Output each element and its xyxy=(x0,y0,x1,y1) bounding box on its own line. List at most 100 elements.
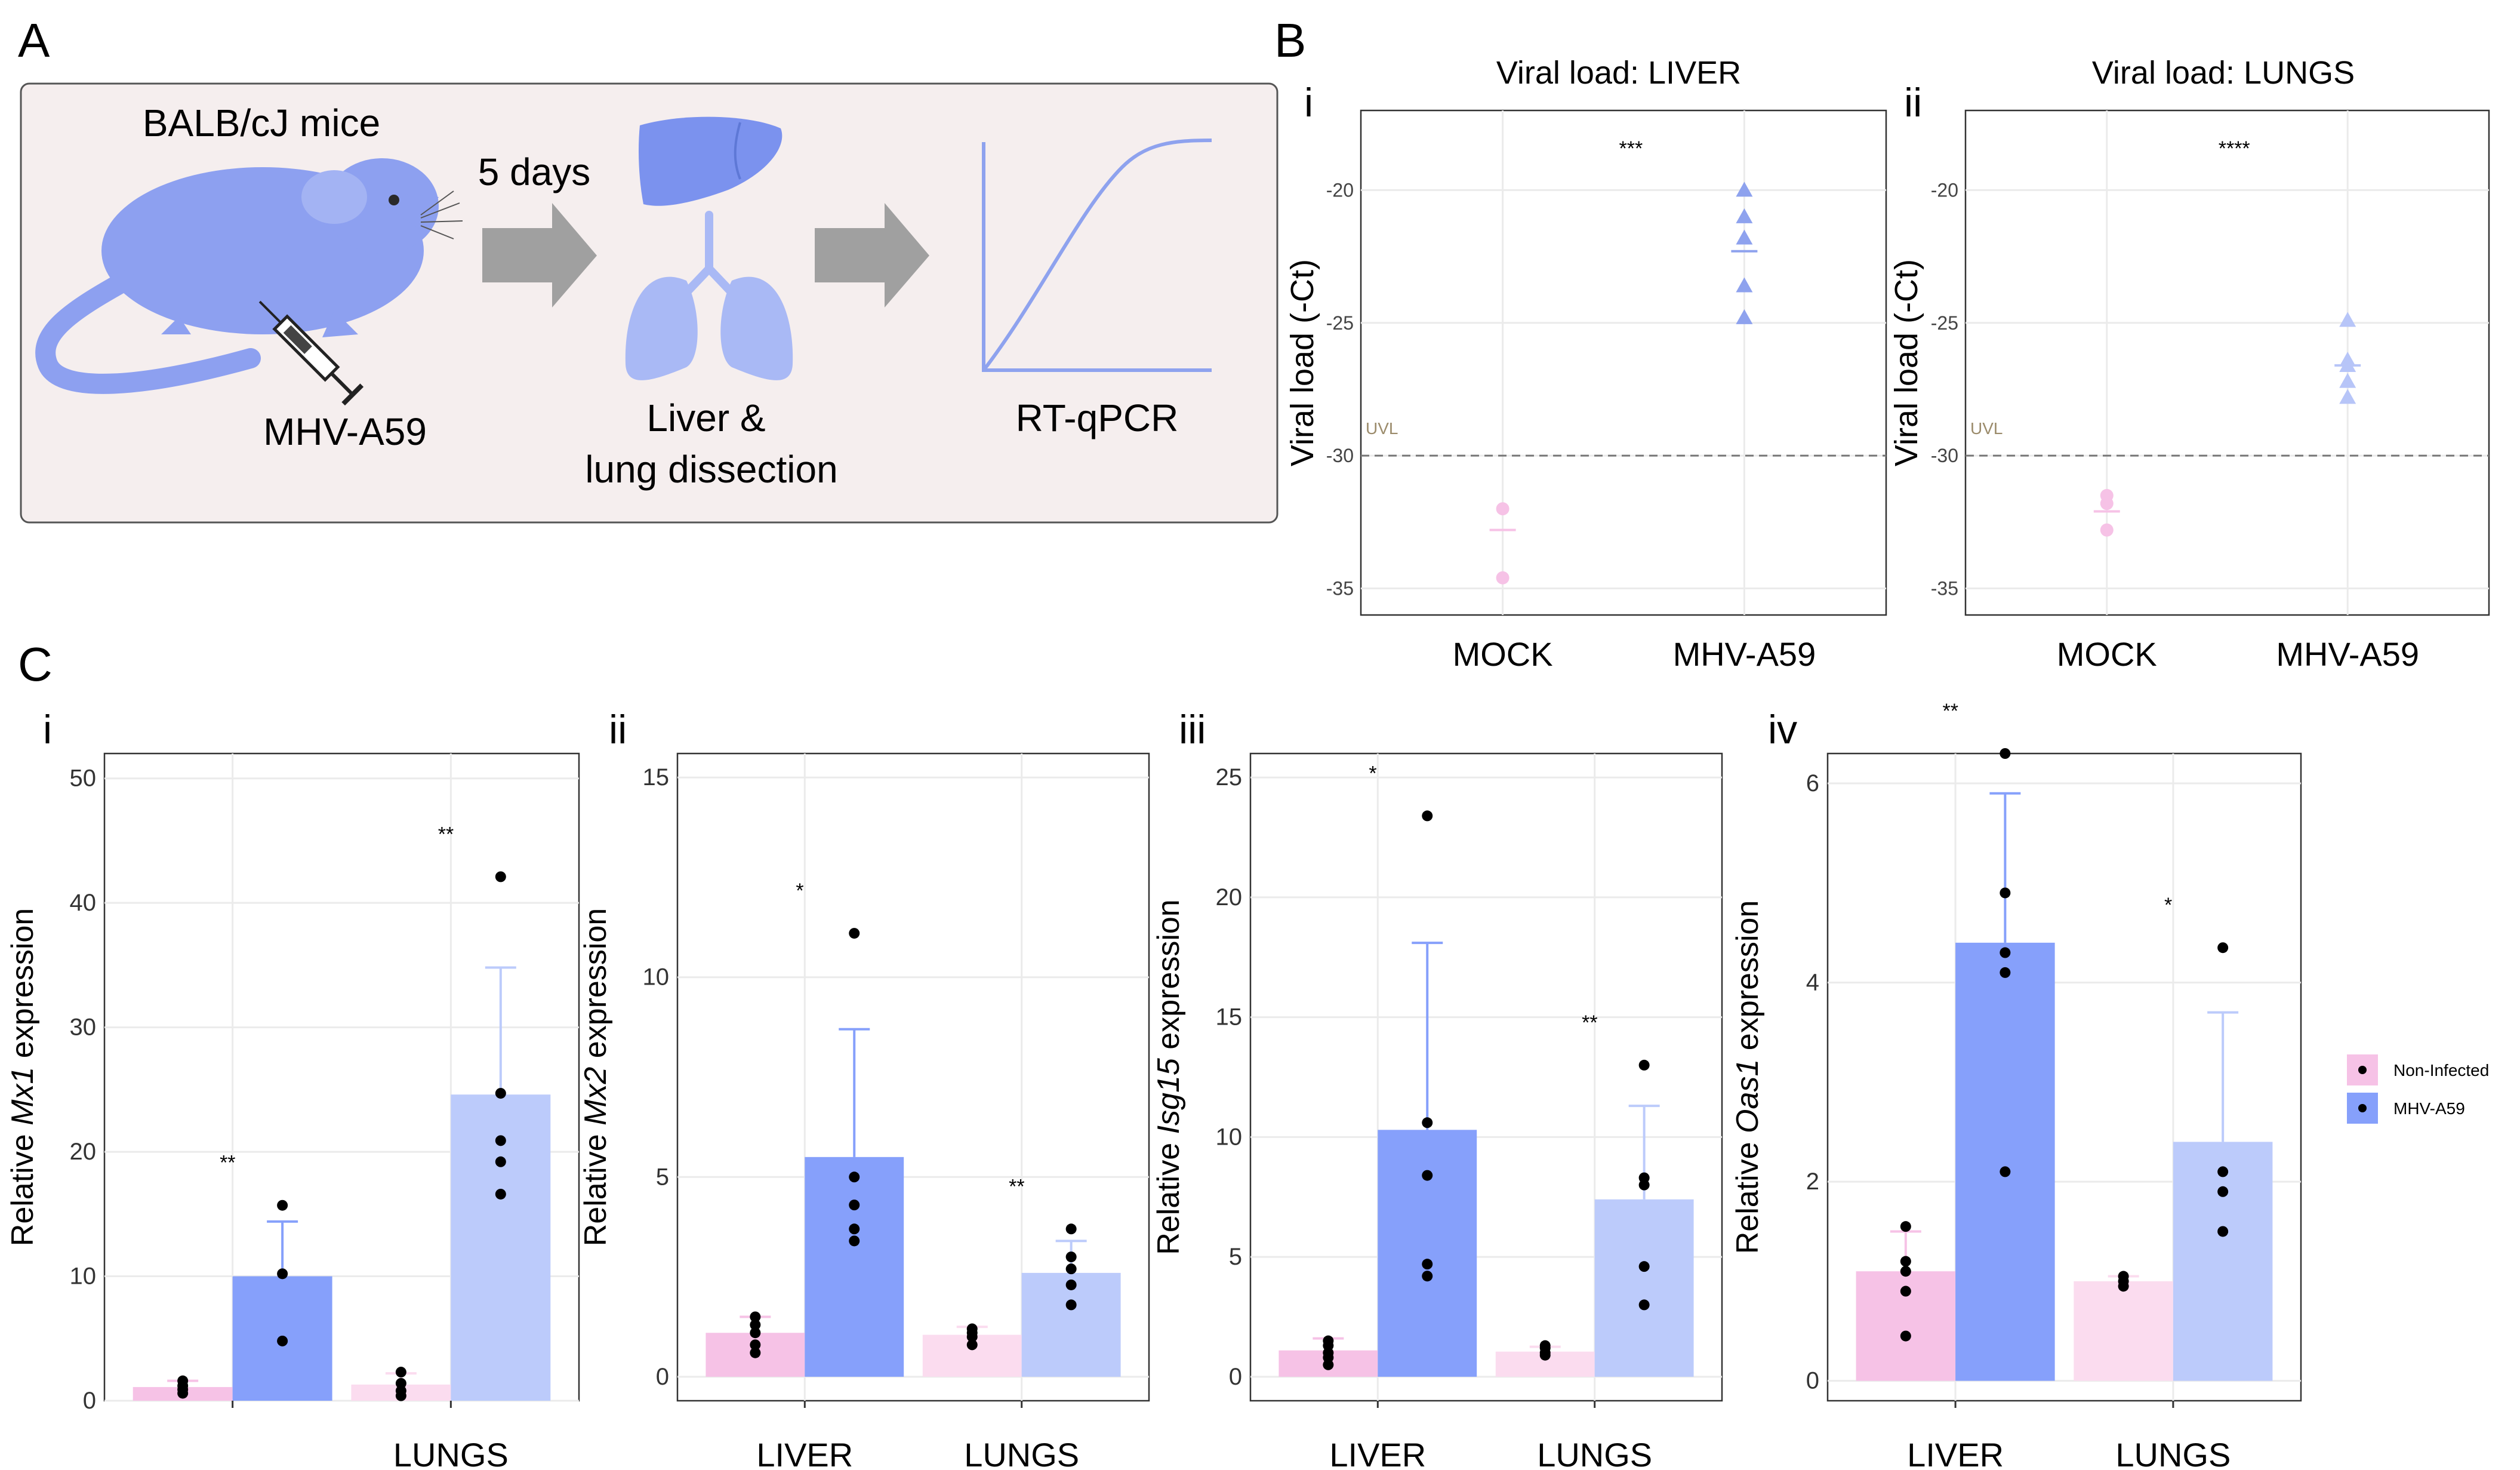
data-point xyxy=(1736,277,1753,293)
data-point xyxy=(2217,1166,2229,1177)
x-tick-label: MHV-A59 xyxy=(2276,635,2419,673)
data-point xyxy=(966,1339,978,1351)
mx2-expression-chart: 0 5 10 15 LIVER * LUNGS ** ii Relative Mx2 expres… xyxy=(578,707,1150,1470)
data-point xyxy=(849,1235,860,1247)
y-tick-label: 15 xyxy=(1216,1004,1243,1031)
viral-load-lungs-chart: -20 -25 -30 -35 MOCK MHV-A59 UVL **** Viral load… xyxy=(1889,55,2490,673)
y-tick-label: 6 xyxy=(1806,770,1819,796)
panel-roman-numeral: iv xyxy=(1768,707,1797,752)
significance-stars: * xyxy=(796,879,803,902)
data-point xyxy=(2217,942,2229,954)
significance-stars: ** xyxy=(1943,700,1958,722)
data-point xyxy=(1900,1330,1911,1342)
y-tick-label: -30 xyxy=(1326,445,1354,466)
y-axis-label-prefix: Relative xyxy=(1151,1134,1186,1254)
data-point xyxy=(177,1375,189,1386)
y-tick-label: -25 xyxy=(1931,312,1958,334)
y-axis-label-gene: Isg15 xyxy=(1151,1057,1186,1134)
panel-letter-b: B xyxy=(1274,14,1306,67)
y-tick-label: 10 xyxy=(643,964,670,991)
uvl-label: UVL xyxy=(1366,419,1398,438)
bar xyxy=(1594,1199,1694,1377)
isg15-expression-chart: 0 5 10 15 20 25 LIVER * LUNGS ** iii Relative Isg15… xyxy=(1151,707,1723,1470)
chart-title: Viral load: LUNGS xyxy=(2092,55,2355,91)
viral-load-liver-chart: -20 -25 -30 -35 MOCK MHV-A59 UVL *** Viral load:… xyxy=(1284,55,1887,673)
days-label: 5 days xyxy=(478,150,591,193)
data-point xyxy=(2339,312,2356,327)
data-point xyxy=(849,1200,860,1211)
data-point xyxy=(495,1156,506,1167)
significance-stars: * xyxy=(2164,894,2172,917)
y-tick-label: -25 xyxy=(1326,312,1354,334)
legend-label-mhv-a59: MHV-A59 xyxy=(2393,1099,2465,1118)
data-point xyxy=(1422,810,1433,822)
x-tick-label: LUNGS xyxy=(1537,1436,1652,1467)
y-tick-label: -35 xyxy=(1326,578,1354,599)
panel-roman-numeral: ii xyxy=(609,707,627,752)
data-point xyxy=(2000,748,2011,759)
y-tick-label: -20 xyxy=(1326,179,1354,201)
syringe-icon xyxy=(258,300,364,406)
arrow-icon xyxy=(482,203,597,307)
y-tick-label: 0 xyxy=(1806,1368,1819,1394)
uvl-label: UVL xyxy=(1970,419,2003,438)
y-tick-label: 2 xyxy=(1806,1168,1819,1195)
panel-a-workflow: BALB/cJ mice MHV-A59 5 days Liver & lung… xyxy=(20,82,1279,524)
oas1-expression-chart: 0 2 4 6 LIVER ** LUNGS * iv Relative Oas1 express… xyxy=(1730,700,2302,1470)
data-point xyxy=(495,1188,506,1200)
significance-stars: *** xyxy=(1619,137,1643,160)
significance-stars: * xyxy=(1369,762,1376,785)
data-point xyxy=(1065,1223,1077,1235)
data-point xyxy=(1065,1279,1077,1290)
data-point xyxy=(495,1088,506,1099)
chart-title: Viral load: LIVER xyxy=(1496,55,1741,91)
amplification-curve-icon xyxy=(982,139,1212,372)
y-axis-label-suffix: expression xyxy=(5,908,40,1067)
y-axis-label-prefix: Relative xyxy=(5,1125,40,1246)
data-point xyxy=(2100,523,2114,537)
panel-letter-c: C xyxy=(18,638,53,691)
y-axis-label: Relative Mx2 expression xyxy=(578,908,613,1246)
y-tick-label: 50 xyxy=(70,765,97,792)
y-tick-label: -35 xyxy=(1931,578,1958,599)
y-tick-label: 25 xyxy=(1216,764,1243,791)
data-point xyxy=(2000,967,2011,978)
data-point xyxy=(2118,1271,2129,1282)
liver-icon xyxy=(639,116,783,206)
data-point xyxy=(395,1377,406,1389)
y-tick-label: -30 xyxy=(1931,445,1958,466)
data-point xyxy=(277,1268,288,1280)
bar xyxy=(2074,1281,2173,1381)
y-tick-label: 5 xyxy=(1229,1244,1242,1270)
data-point xyxy=(1065,1299,1077,1311)
data-point xyxy=(1422,1259,1433,1270)
data-point xyxy=(277,1335,288,1346)
bar xyxy=(805,1157,904,1377)
data-point xyxy=(1736,182,1753,197)
data-point xyxy=(1900,1286,1911,1297)
y-tick-label: 0 xyxy=(1229,1364,1242,1390)
data-point xyxy=(395,1367,406,1378)
y-axis-label-prefix: Relative xyxy=(1730,1133,1765,1254)
bar xyxy=(2173,1142,2273,1381)
data-point xyxy=(1496,571,1509,585)
plot-area xyxy=(1360,109,1887,616)
data-point xyxy=(1900,1256,1911,1267)
x-tick-label: LUNGS xyxy=(964,1436,1079,1467)
y-tick-label: 0 xyxy=(83,1388,96,1414)
y-axis-label: Viral load (-Ct) xyxy=(1284,259,1320,466)
data-point xyxy=(750,1327,761,1339)
panel-roman-numeral: ii xyxy=(1904,80,1922,125)
data-point xyxy=(1638,1299,1650,1311)
plot-area xyxy=(1964,109,2490,616)
data-point xyxy=(750,1311,761,1323)
data-point xyxy=(1065,1263,1077,1275)
data-point xyxy=(2339,373,2356,388)
data-point xyxy=(1323,1335,1334,1346)
x-tick-label: LIVER xyxy=(1907,1436,2004,1467)
data-point xyxy=(2339,389,2356,404)
y-axis-label: Viral load (-Ct) xyxy=(1889,259,1924,466)
legend: Non-Infected MHV-A59 xyxy=(2347,1054,2489,1124)
legend-dot xyxy=(2358,1066,2367,1074)
